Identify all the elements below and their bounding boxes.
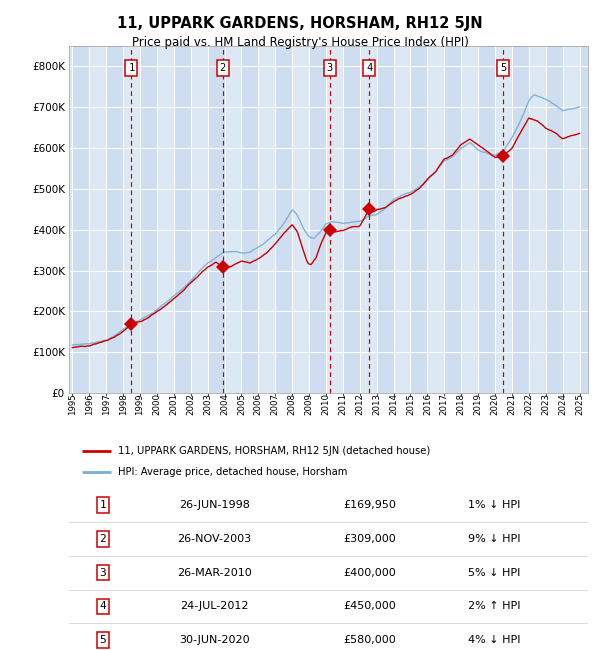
Text: 2001: 2001 — [169, 393, 178, 415]
Bar — [241, 46, 259, 393]
Text: 2013: 2013 — [372, 393, 381, 415]
Text: 2018: 2018 — [457, 393, 466, 415]
Bar — [377, 46, 394, 393]
Text: 2008: 2008 — [287, 393, 296, 415]
Text: 9% ↓ HPI: 9% ↓ HPI — [469, 534, 521, 544]
Bar — [73, 46, 89, 393]
Text: 2000: 2000 — [152, 393, 161, 415]
Text: 1996: 1996 — [85, 393, 94, 415]
Text: 2004: 2004 — [220, 393, 229, 415]
Text: 3: 3 — [100, 567, 106, 578]
Text: 5% ↓ HPI: 5% ↓ HPI — [469, 567, 521, 578]
Text: 26-JUN-1998: 26-JUN-1998 — [179, 500, 250, 510]
Bar — [208, 46, 224, 393]
Bar — [410, 46, 427, 393]
Text: 1997: 1997 — [101, 393, 110, 415]
Text: 1% ↓ HPI: 1% ↓ HPI — [469, 500, 521, 510]
Text: 1: 1 — [100, 500, 106, 510]
Text: 11, UPPARK GARDENS, HORSHAM, RH12 5JN (detached house): 11, UPPARK GARDENS, HORSHAM, RH12 5JN (d… — [118, 446, 431, 456]
Bar — [478, 46, 495, 393]
Text: 3: 3 — [327, 63, 333, 73]
Bar — [106, 46, 123, 393]
Text: £580,000: £580,000 — [344, 635, 397, 645]
Text: 24-JUL-2012: 24-JUL-2012 — [180, 601, 248, 612]
Text: 1995: 1995 — [68, 393, 77, 415]
Text: 2021: 2021 — [508, 393, 517, 415]
Text: 2011: 2011 — [338, 393, 347, 415]
Text: £400,000: £400,000 — [344, 567, 397, 578]
Bar — [309, 46, 326, 393]
Text: 4: 4 — [100, 601, 106, 612]
Text: 2007: 2007 — [271, 393, 280, 415]
Text: £169,950: £169,950 — [344, 500, 397, 510]
Text: 5: 5 — [100, 635, 106, 645]
Bar — [512, 46, 529, 393]
Text: 4% ↓ HPI: 4% ↓ HPI — [469, 635, 521, 645]
Text: HPI: Average price, detached house, Horsham: HPI: Average price, detached house, Hors… — [118, 467, 347, 477]
Text: 4: 4 — [366, 63, 373, 73]
Text: 2010: 2010 — [322, 393, 331, 415]
Text: 2024: 2024 — [558, 393, 567, 415]
Bar — [580, 46, 596, 393]
Text: 2005: 2005 — [237, 393, 246, 415]
Text: 2009: 2009 — [305, 393, 314, 415]
Bar — [343, 46, 360, 393]
Text: 1999: 1999 — [136, 393, 145, 415]
Bar — [546, 46, 563, 393]
Text: 2002: 2002 — [186, 393, 195, 415]
Text: 2016: 2016 — [423, 393, 432, 415]
Text: 2: 2 — [100, 534, 106, 544]
Bar — [275, 46, 292, 393]
Text: 1: 1 — [128, 63, 134, 73]
Bar — [174, 46, 191, 393]
Bar — [140, 46, 157, 393]
Text: 2003: 2003 — [203, 393, 212, 415]
Text: 2% ↑ HPI: 2% ↑ HPI — [469, 601, 521, 612]
Text: 2020: 2020 — [491, 393, 500, 415]
Text: 30-JUN-2020: 30-JUN-2020 — [179, 635, 250, 645]
Text: 2023: 2023 — [541, 393, 550, 415]
Text: 2012: 2012 — [355, 393, 364, 415]
Text: 2006: 2006 — [254, 393, 263, 415]
Text: 11, UPPARK GARDENS, HORSHAM, RH12 5JN: 11, UPPARK GARDENS, HORSHAM, RH12 5JN — [117, 16, 483, 31]
Text: 26-NOV-2003: 26-NOV-2003 — [177, 534, 251, 544]
Bar — [445, 46, 461, 393]
Text: 2022: 2022 — [524, 393, 533, 415]
Text: £450,000: £450,000 — [344, 601, 397, 612]
Text: 2014: 2014 — [389, 393, 398, 415]
Text: 2: 2 — [220, 63, 226, 73]
Text: 2019: 2019 — [473, 393, 482, 415]
Text: 2025: 2025 — [575, 393, 584, 415]
Text: 2015: 2015 — [406, 393, 415, 415]
Text: 1998: 1998 — [119, 393, 128, 415]
Text: Price paid vs. HM Land Registry's House Price Index (HPI): Price paid vs. HM Land Registry's House … — [131, 36, 469, 49]
Text: 2017: 2017 — [440, 393, 449, 415]
Text: £309,000: £309,000 — [344, 534, 397, 544]
Text: 5: 5 — [500, 63, 506, 73]
Text: 26-MAR-2010: 26-MAR-2010 — [177, 567, 251, 578]
